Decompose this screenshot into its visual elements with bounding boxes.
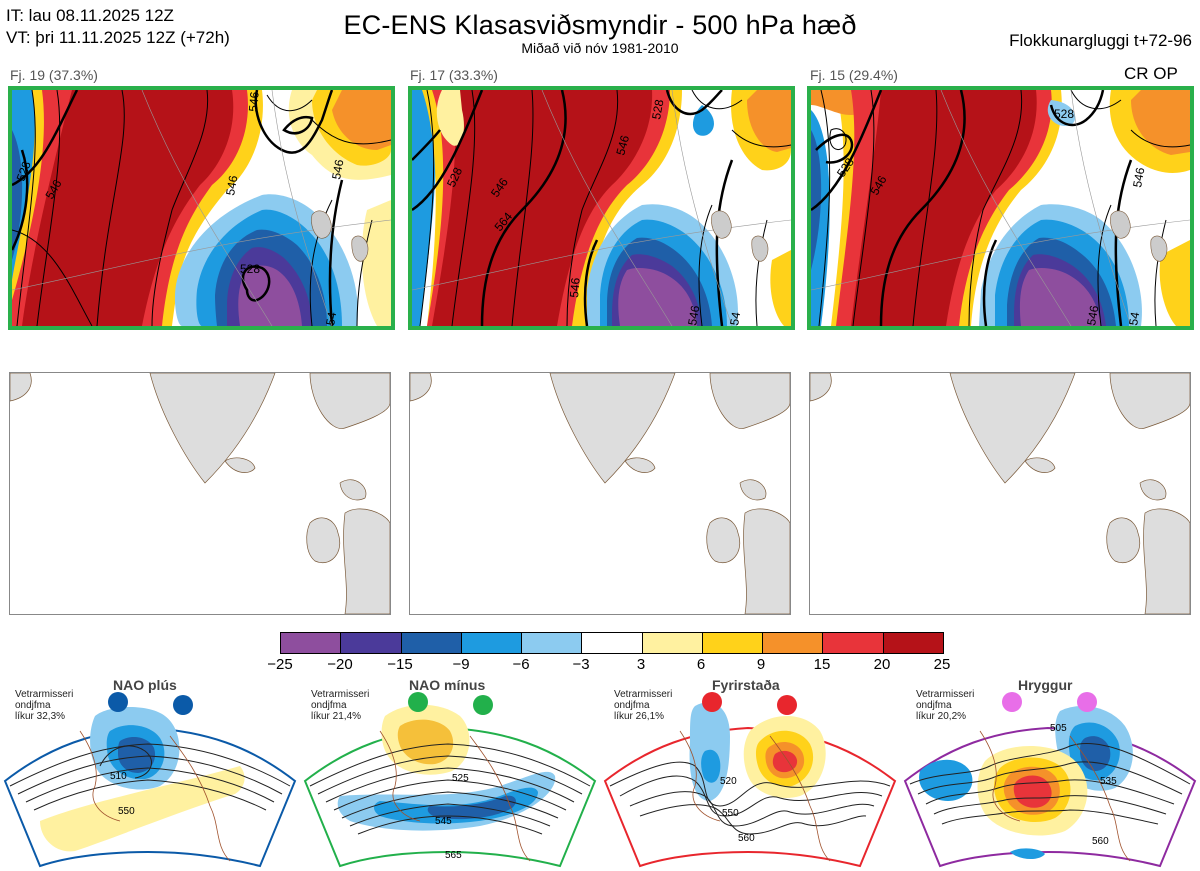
- cluster-3-map[interactable]: 528 528 546 546 546 54: [807, 86, 1194, 330]
- colorbar-tick: −25: [267, 656, 293, 673]
- colorbar-tick: 3: [636, 656, 646, 673]
- cluster-1-contour-label-7: 54: [323, 311, 339, 326]
- cluster-2-contour-label-1: 528: [649, 98, 666, 120]
- regime-4-contour-label-3: 560: [1092, 836, 1109, 847]
- colorbar-tick: 9: [756, 656, 766, 673]
- regime-4-contour-label-1: 505: [1050, 723, 1067, 734]
- init-time: IT: lau 08.11.2025 12Z: [6, 6, 174, 25]
- colorbar-tick: −3: [572, 656, 590, 673]
- colorbar-tick: −9: [452, 656, 470, 673]
- regime-3-contour-label-1: 520: [720, 776, 737, 787]
- colorbar-cell: [582, 633, 643, 653]
- colorbar-cell: [823, 633, 884, 653]
- regime-3-title: Fyrirstaða: [712, 677, 780, 693]
- cluster-1-contour-label-4: 528: [240, 262, 260, 276]
- regime-1-contour-label-2: 550: [118, 806, 135, 817]
- empty-map-2: [409, 372, 791, 615]
- regime-4-contour-label-2: 535: [1100, 776, 1117, 787]
- cluster-2-contour-label-7: 546: [685, 304, 702, 326]
- classification-window: Flokkunargluggi t+72-96: [1009, 31, 1192, 50]
- cluster-3-tag: CR OP: [1124, 64, 1178, 83]
- regime-2-contour-label-1: 525: [452, 773, 469, 784]
- colorbar: [280, 632, 944, 654]
- colorbar-tick: 15: [813, 656, 831, 673]
- regime-ridge[interactable]: 505 535 560 Hryggur Vetrarmisseri ondjfm…: [900, 676, 1200, 871]
- regime-nao-plus[interactable]: 510 550 NAO plús Vetrarmisseri ondjfma l…: [0, 676, 300, 871]
- regime-2-title: NAO mínus: [409, 677, 486, 693]
- colorbar-tick: 6: [696, 656, 706, 673]
- colorbar-cell: [281, 633, 342, 653]
- cluster-1-contour-label-3: 546: [223, 174, 240, 196]
- regime-nao-minus[interactable]: 525 545 565 NAO mínus Vetrarmisseri ondj…: [300, 676, 600, 871]
- cluster-2-contour-label-8: 54: [727, 311, 743, 326]
- empty-map-1: [9, 372, 391, 615]
- cluster-3-contour-label-4: 546: [1130, 166, 1147, 188]
- cluster-3-contour-label-6: 54: [1126, 311, 1142, 326]
- colorbar-cell: [341, 633, 402, 653]
- colorbar-cell: [461, 633, 523, 653]
- cluster-1-contour-label-6: 546: [246, 91, 262, 112]
- colorbar-cell: [883, 633, 943, 653]
- regime-3-note: Vetrarmisseri ondjfma líkur 26,1%: [614, 689, 673, 722]
- regime-3-contour-label-2: 550: [722, 808, 739, 819]
- colorbar-tick: −15: [387, 656, 413, 673]
- cluster-1-label: Fj. 19 (37.3%): [10, 67, 98, 83]
- regime-1-contour-label-1: 510: [110, 771, 127, 782]
- colorbar-cell: [642, 633, 703, 653]
- cluster-2-map[interactable]: 528 528 546 546 564 546 546 54: [408, 86, 795, 330]
- page-title: EC-ENS Klasasviðsmyndir - 500 hPa hæð: [343, 10, 857, 40]
- cluster-1-contour-label-5: 546: [329, 158, 346, 180]
- cluster-3-contour-label-2: 528: [1054, 107, 1074, 121]
- cluster-3-contour-label-5: 546: [1084, 304, 1101, 326]
- regime-blocking[interactable]: 520 550 560 Fyrirstaða Vetrarmisseri ond…: [600, 676, 900, 871]
- header-times: IT: lau 08.11.2025 12Z VT: þri 11.11.202…: [6, 5, 230, 49]
- colorbar-cell: [702, 633, 764, 653]
- valid-time: VT: þri 11.11.2025 12Z (+72h): [6, 28, 230, 47]
- colorbar-tick: −20: [327, 656, 353, 673]
- cluster-3-label: Fj. 15 (29.4%): [810, 67, 898, 83]
- cluster-2-label: Fj. 17 (33.3%): [410, 67, 498, 83]
- regime-2-contour-label-3: 565: [445, 850, 462, 861]
- colorbar-cell: [763, 633, 824, 653]
- regime-2-contour-label-2: 545: [435, 816, 452, 827]
- colorbar-tick: −6: [512, 656, 530, 673]
- regime-2-note: Vetrarmisseri ondjfma líkur 21,4%: [311, 689, 370, 722]
- colorbar-tick: 20: [873, 656, 891, 673]
- colorbar-tick: 25: [933, 656, 951, 673]
- regime-3-contour-label-3: 560: [738, 833, 755, 844]
- cluster-1-map[interactable]: 528 546 546 528 546 546 54: [8, 86, 395, 330]
- cluster-1-contour-label-1: 528: [14, 159, 34, 183]
- regime-1-note: Vetrarmisseri ondjfma líkur 32,3%: [15, 689, 74, 722]
- empty-map-3: [809, 372, 1191, 615]
- regime-4-note: Vetrarmisseri ondjfma líkur 20,2%: [916, 689, 975, 722]
- colorbar-cell: [522, 633, 583, 653]
- cluster-2-contour-label-6: 546: [567, 277, 583, 298]
- colorbar-cell: [401, 633, 462, 653]
- page-subtitle: Miðað við nóv 1981-2010: [521, 40, 679, 56]
- cluster-2-contour-label-4: 546: [613, 133, 632, 156]
- regime-1-title: NAO plús: [113, 677, 177, 693]
- regime-4-title: Hryggur: [1018, 677, 1073, 693]
